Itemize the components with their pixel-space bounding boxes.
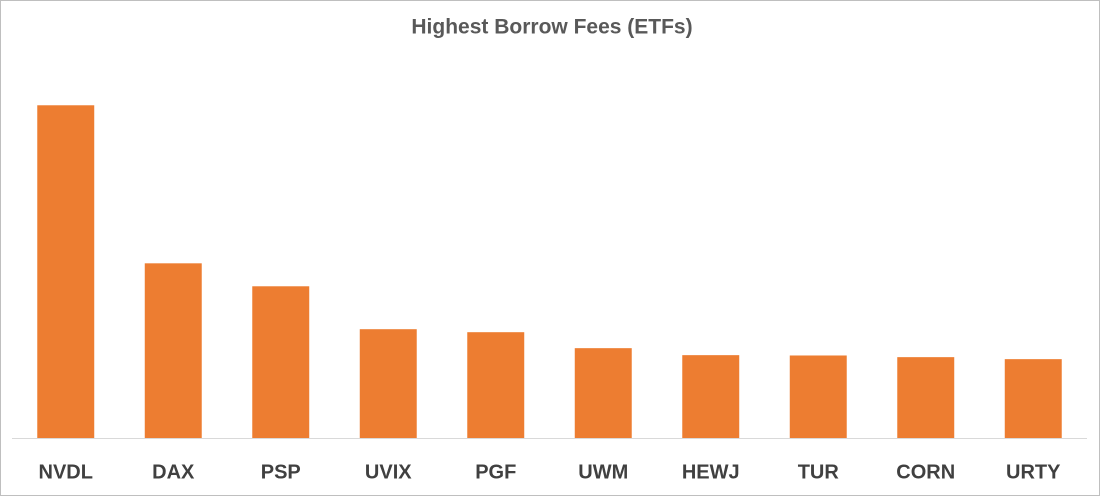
x-tick-label: DAX [152,461,195,483]
x-tick-label: UVIX [365,461,412,483]
bar [37,105,95,438]
bar [682,355,740,438]
bar [467,332,525,438]
x-tick-label: UWM [578,461,628,483]
bar [359,329,417,438]
x-tick-label: CORN [896,461,955,483]
x-tick-label: HEWJ [682,461,740,483]
x-tick-label: PGF [475,461,516,483]
bar [1004,359,1062,438]
bar [789,355,847,438]
bar [574,348,632,438]
bar [252,286,310,438]
x-tick-label: TUR [798,461,840,483]
x-tick-label: URTY [1006,461,1061,483]
bar [897,357,955,438]
bar [144,263,202,438]
x-tick-label: PSP [261,461,301,483]
chart-title: Highest Borrow Fees (ETFs) [411,16,692,39]
x-tick-label: NVDL [39,461,93,483]
